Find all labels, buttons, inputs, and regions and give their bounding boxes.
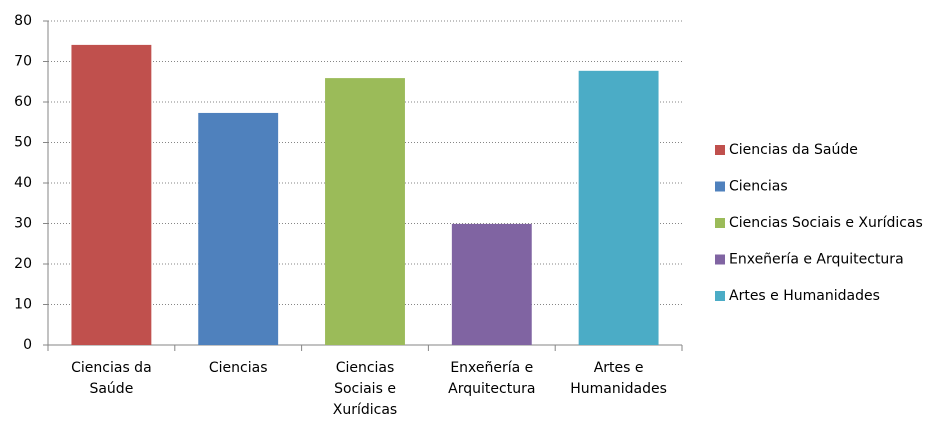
legend-label: Ciencias	[729, 179, 788, 195]
y-tick-label: 40	[14, 175, 32, 191]
x-tick-label: Enxeñería e Arquitectura	[448, 360, 536, 397]
legend-swatch	[715, 145, 725, 155]
legend-label: Ciencias da Saúde	[729, 142, 858, 158]
x-tick-label: Ciencias da Saúde	[71, 360, 152, 397]
y-tick-label: 60	[14, 94, 32, 110]
x-tick-label: Artes e Humanidades	[570, 360, 667, 397]
bar	[71, 44, 152, 346]
bar	[325, 78, 405, 345]
y-tick-label: 70	[14, 54, 32, 70]
y-tick-label: 80	[14, 13, 32, 29]
x-tick-label: Ciencias Sociais e Xurídicas	[332, 360, 398, 418]
y-tick-label: 20	[14, 256, 32, 272]
x-tick-label: Ciencias	[208, 360, 268, 376]
legend-label: Enxeñería e Arquitectura	[729, 252, 904, 268]
y-tick-label: 0	[23, 337, 32, 353]
bar	[451, 223, 532, 345]
bar	[578, 70, 659, 345]
y-tick-label: 30	[14, 216, 32, 232]
legend-label: Artes e Humanidades	[729, 288, 880, 304]
legend-swatch	[715, 218, 725, 228]
legend-swatch	[715, 291, 725, 301]
legend-swatch	[715, 181, 725, 192]
legend-label: Ciencias Sociais e Xurídicas	[729, 215, 923, 231]
bar	[198, 112, 279, 345]
y-tick-label: 10	[14, 297, 32, 313]
y-tick-label: 50	[14, 135, 32, 151]
legend-swatch	[715, 254, 725, 265]
